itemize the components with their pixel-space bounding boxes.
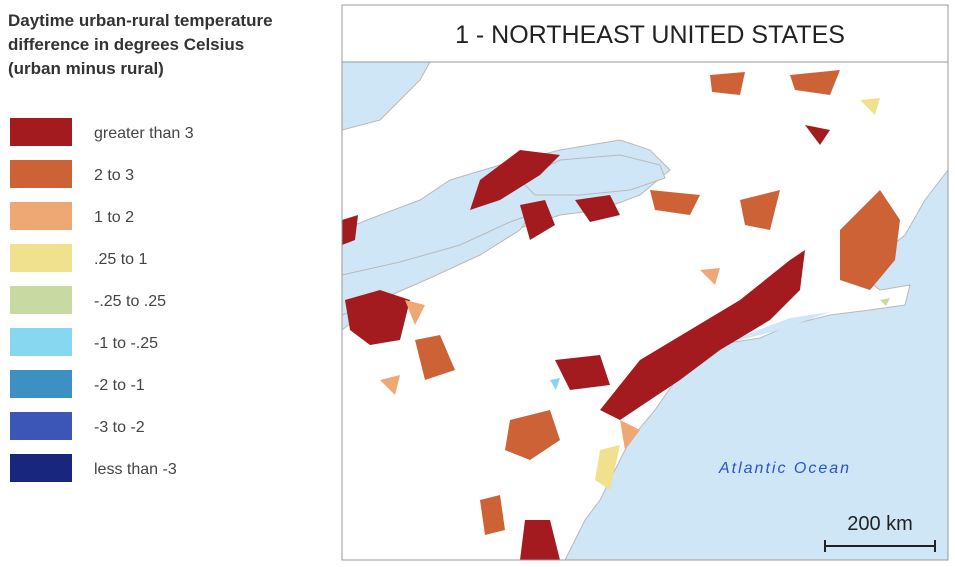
legend-label: 2 to 3 [94,167,134,184]
urban-areas [342,70,900,560]
legend-label: greater than 3 [94,125,194,142]
legend-swatch [10,202,72,230]
legend-swatch [10,370,72,398]
long-island-sound [720,312,830,345]
legend-swatch [10,160,72,188]
map-title-box [341,4,949,63]
legend-title: Daytime urban-rural temperature [8,11,273,30]
legend-swatch [10,118,72,146]
legend-label: less than -3 [94,461,177,478]
legend-label: -1 to -.25 [94,335,158,352]
map-frame [341,4,949,561]
legend-title: (urban minus rural) [8,59,164,78]
legend-label: 1 to 2 [94,209,134,226]
legend-swatch [10,328,72,356]
scale-label: 200 km [847,513,913,535]
ocean-label: Atlantic Ocean [718,460,851,477]
map-title: 1 - NORTHEAST UNITED STATES [455,21,845,49]
legend-label: .25 to 1 [94,251,147,268]
legend-title: difference in degrees Celsius [8,35,244,54]
scale-bar [824,540,936,552]
legend-swatch [10,412,72,440]
legend: Daytime urban-rural temperature differenc… [8,11,273,482]
legend-swatch [10,286,72,314]
map-panel: 1 - NORTHEAST UNITED STATES Atlantic Oce… [341,4,949,561]
lake-ontario [519,154,666,196]
legend-swatch [10,454,72,482]
legend-label: -2 to -1 [94,377,145,394]
legend-label: -.25 to .25 [94,293,166,310]
legend-label: -3 to -2 [94,419,145,436]
legend-swatch [10,244,72,272]
